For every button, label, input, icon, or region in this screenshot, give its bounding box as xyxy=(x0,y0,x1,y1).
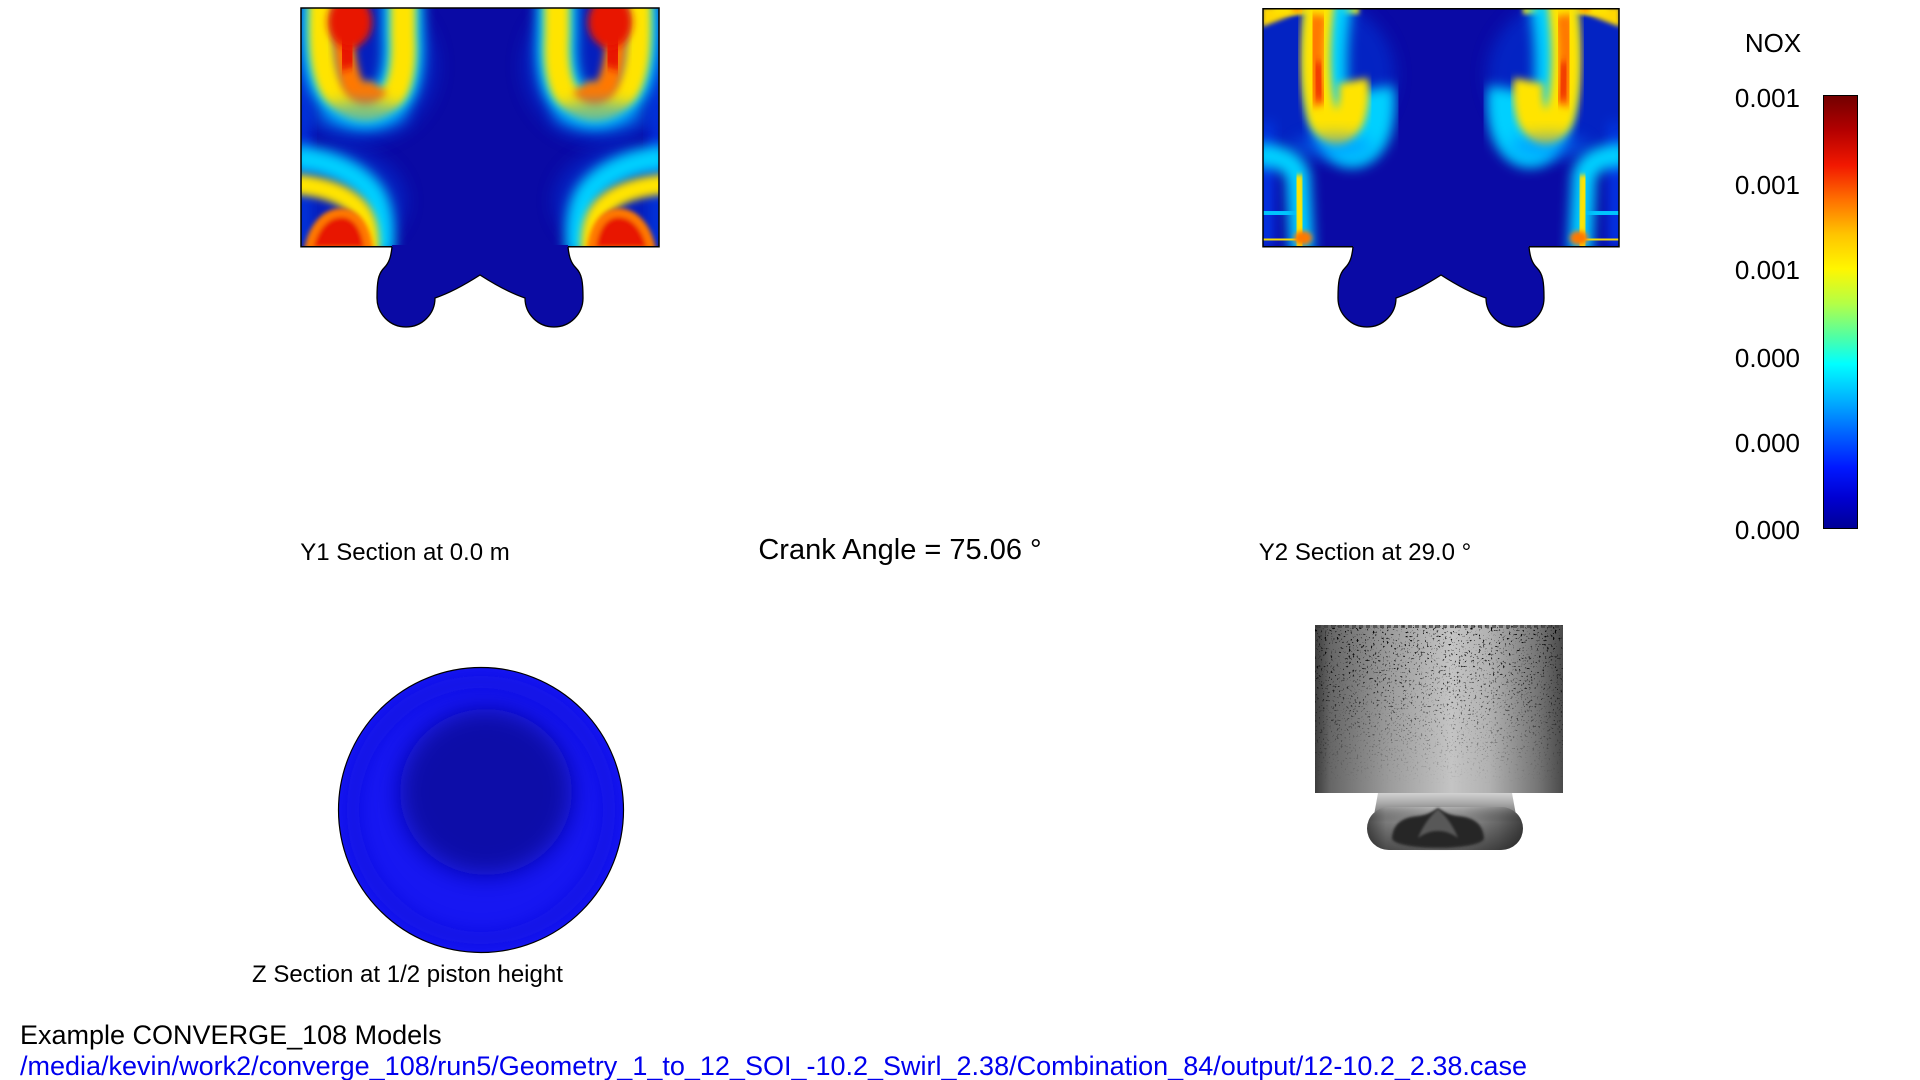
y1-section-label: Y1 Section at 0.0 m xyxy=(300,539,510,566)
y2-section-contour-plot xyxy=(1262,8,1620,328)
crank-angle-title: Crank Angle = 75.06 ° xyxy=(758,534,1042,566)
y1-piston-bowl-shape xyxy=(377,245,583,327)
colorbar-legend: NOX 0.001 0.001 0.001 0.000 0.000 0.000 xyxy=(1690,28,1890,548)
y1-contour-field xyxy=(301,8,659,247)
y2-contour-field xyxy=(1263,8,1619,247)
y2-section-label: Y2 Section at 29.0 ° xyxy=(1258,539,1472,566)
y2-piston-bowl-shape xyxy=(1338,245,1544,327)
z-section-label: Z Section at 1/2 piston height xyxy=(252,961,563,988)
legend-colorbar xyxy=(1823,95,1858,529)
legend-title: NOX xyxy=(1744,28,1802,58)
legend-tick-0: 0.001 xyxy=(1734,83,1800,113)
legend-tick-5: 0.000 xyxy=(1734,515,1800,545)
footer-case-path: /media/kevin/work2/converge_108/run5/Geo… xyxy=(20,1051,1527,1080)
z-section-min-blob xyxy=(400,709,572,875)
y1-section-contour-plot xyxy=(300,7,660,328)
z-section-contour-plot xyxy=(337,666,625,954)
piston-3d-render xyxy=(1315,625,1563,850)
y2-domain-border xyxy=(1262,8,1620,248)
legend-tick-4: 0.000 xyxy=(1734,428,1800,458)
piston-bowl-center-cone xyxy=(1418,809,1458,838)
legend-tick-2: 0.001 xyxy=(1734,255,1800,285)
footer-model-title: Example CONVERGE_108 Models xyxy=(20,1020,442,1050)
legend-tick-3: 0.000 xyxy=(1734,343,1800,373)
legend-tick-1: 0.001 xyxy=(1734,170,1800,200)
spray-particle-speckles xyxy=(1315,625,1563,793)
y1-domain-border xyxy=(300,7,660,248)
